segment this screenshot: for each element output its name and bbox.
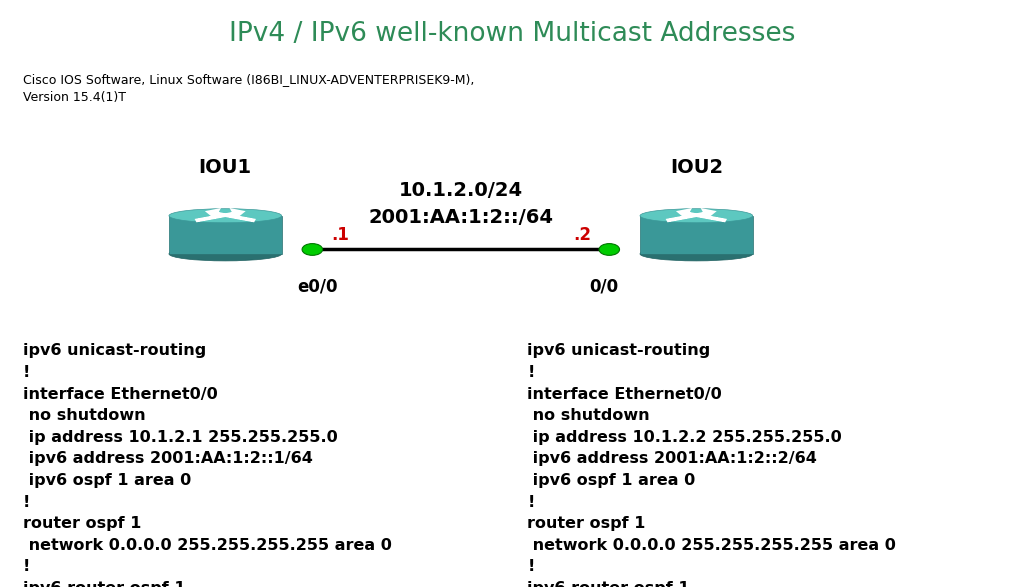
Text: IOU2: IOU2 bbox=[670, 158, 723, 177]
Polygon shape bbox=[169, 216, 282, 254]
Text: IPv4 / IPv6 well-known Multicast Addresses: IPv4 / IPv6 well-known Multicast Address… bbox=[228, 21, 796, 46]
Ellipse shape bbox=[169, 209, 282, 222]
FancyArrow shape bbox=[197, 210, 243, 221]
Ellipse shape bbox=[640, 247, 753, 261]
Text: 10.1.2.0/24: 10.1.2.0/24 bbox=[398, 181, 523, 200]
Polygon shape bbox=[640, 216, 753, 254]
Text: ipv6 unicast-routing
!
interface Ethernet0/0
 no shutdown
 ip address 10.1.2.2 2: ipv6 unicast-routing ! interface Etherne… bbox=[527, 343, 896, 587]
Text: Cisco IOS Software, Linux Software (I86BI_LINUX-ADVENTERPRISEK9-M),: Cisco IOS Software, Linux Software (I86B… bbox=[23, 73, 474, 86]
FancyArrow shape bbox=[209, 210, 254, 221]
Text: .1: .1 bbox=[331, 226, 348, 244]
Text: .2: .2 bbox=[572, 226, 591, 244]
Circle shape bbox=[302, 244, 323, 255]
Polygon shape bbox=[169, 216, 225, 254]
Text: ipv6 unicast-routing
!
interface Ethernet0/0
 no shutdown
 ip address 10.1.2.1 2: ipv6 unicast-routing ! interface Etherne… bbox=[23, 343, 391, 587]
Text: 2001:AA:1:2::/64: 2001:AA:1:2::/64 bbox=[369, 208, 553, 227]
Text: IOU1: IOU1 bbox=[199, 158, 252, 177]
FancyArrow shape bbox=[680, 210, 725, 221]
Circle shape bbox=[599, 244, 620, 255]
Text: e0/0: e0/0 bbox=[297, 278, 338, 296]
Text: 0/0: 0/0 bbox=[590, 278, 618, 296]
Text: Version 15.4(1)T: Version 15.4(1)T bbox=[23, 91, 126, 104]
Ellipse shape bbox=[169, 247, 282, 261]
Polygon shape bbox=[640, 216, 696, 254]
Ellipse shape bbox=[640, 209, 753, 222]
FancyArrow shape bbox=[668, 210, 714, 221]
